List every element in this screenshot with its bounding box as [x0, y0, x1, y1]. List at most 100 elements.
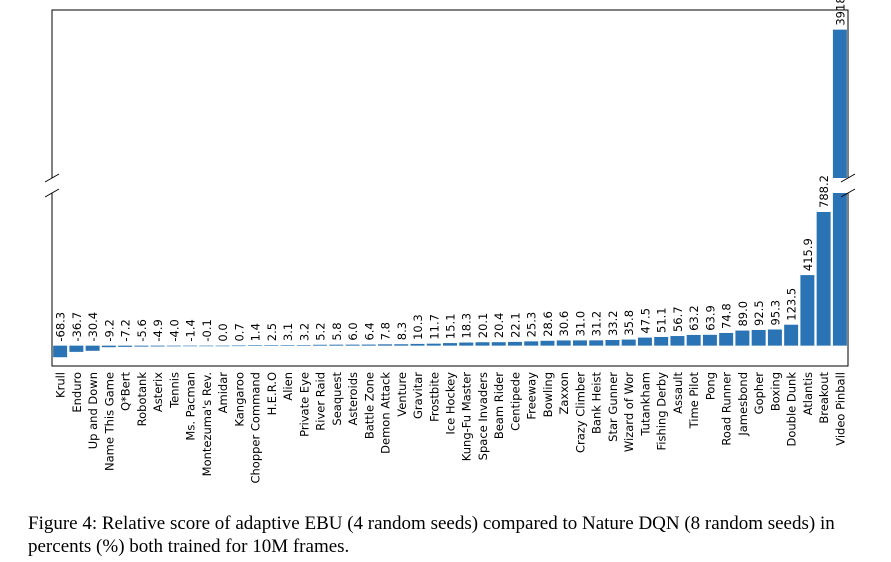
- bar: [475, 342, 490, 346]
- x-tick-label: Tennis: [167, 372, 181, 409]
- value-label: -4.0: [167, 319, 181, 341]
- x-tick-label: Frostbite: [427, 372, 441, 422]
- value-label: -68.3: [54, 312, 68, 342]
- x-tick-label: Asteroids: [346, 372, 360, 425]
- value-label: 123.5: [785, 288, 799, 321]
- x-tick-label: Time Pilot: [687, 372, 701, 430]
- bar: [280, 345, 295, 346]
- x-tick-label: Chopper Command: [249, 372, 263, 484]
- value-label: 63.9: [703, 305, 717, 331]
- x-tick-label: Seaquest: [330, 372, 344, 426]
- bar: [507, 341, 522, 346]
- x-tick-label: Alien: [281, 372, 295, 401]
- bar: [491, 342, 506, 346]
- value-label: 89.0: [736, 301, 750, 327]
- x-tick-label: Montezuma's Rev.: [200, 372, 214, 476]
- x-tick-label: Gopher: [752, 372, 766, 415]
- x-tick-label: Space Invaders: [476, 372, 490, 460]
- value-label: 8.3: [395, 322, 409, 340]
- bar: [735, 330, 750, 346]
- value-label: 51.1: [655, 307, 669, 333]
- x-tick-label: Bowling: [541, 372, 555, 417]
- x-tick-label: Tutankham: [638, 372, 652, 437]
- bar: [313, 344, 328, 346]
- value-label: -0.1: [200, 319, 214, 341]
- bar: [248, 345, 263, 347]
- bar: [589, 340, 604, 346]
- x-tick-label: Pong: [703, 372, 717, 400]
- x-tick-label: Jamesbond: [736, 372, 750, 437]
- x-tick-label: Video Pinball: [833, 372, 847, 446]
- bar: [767, 329, 782, 346]
- bar: [556, 340, 571, 346]
- value-label: -4.9: [151, 319, 165, 341]
- value-label: 0.7: [232, 323, 246, 341]
- x-tick-label: Crazy Climber: [573, 372, 587, 453]
- value-label: 6.4: [362, 322, 376, 340]
- x-tick-label: Enduro: [70, 372, 84, 413]
- bar: [832, 193, 847, 346]
- value-label: 35.8: [622, 310, 636, 336]
- x-tick-label: Private Eye: [297, 372, 311, 437]
- value-label: 33.2: [606, 310, 620, 336]
- bar: [605, 340, 620, 346]
- bar: [621, 339, 636, 346]
- bar: [85, 345, 100, 351]
- value-labels-group: -68.3 -36.7 -30.4 -9.2 -7.2 -5.6 -4.9 -4.0 -1.4-…: [54, 0, 848, 342]
- bar: [231, 345, 246, 347]
- x-tick-label: Centipede: [508, 372, 522, 431]
- bar: [800, 275, 815, 346]
- bar: [394, 344, 409, 346]
- x-tick-label: Zaxxon: [557, 372, 571, 415]
- value-label: 5.8: [330, 322, 344, 340]
- bar: [361, 344, 376, 346]
- value-label: -1.4: [184, 319, 198, 341]
- bar: [101, 345, 116, 348]
- value-label: 2.5: [265, 323, 279, 341]
- break-mark-upper-right: [840, 173, 856, 183]
- x-tick-label: Boxing: [768, 372, 782, 411]
- bar: [443, 343, 457, 346]
- value-label: 15.1: [444, 313, 458, 339]
- x-tick-label: Freeway: [525, 372, 539, 420]
- upper-axes-border: [51, 9, 849, 178]
- x-tick-labels-group: Krull Enduro Up and Down Name This Game Q*Be…: [54, 372, 848, 484]
- caption-text: Figure 4: Relative score of adaptive EBU…: [28, 513, 840, 557]
- axis-break-marks: [44, 173, 856, 198]
- x-tick-label: Beam Rider: [492, 372, 506, 439]
- value-label: -5.6: [135, 319, 149, 341]
- value-label: 92.5: [752, 300, 766, 326]
- bar: [670, 336, 685, 346]
- bar: [702, 334, 717, 346]
- bar: [345, 344, 360, 346]
- value-label: 28.6: [541, 311, 555, 337]
- value-label: 74.8: [720, 303, 734, 329]
- value-label: 1.4: [249, 323, 263, 341]
- bar: [183, 345, 198, 347]
- value-label: 3918.2: [833, 0, 847, 26]
- lower-axes-frame: [51, 193, 849, 367]
- value-label: 7.8: [379, 322, 393, 340]
- x-tick-label: Road Runner: [720, 372, 734, 446]
- x-tick-label: Ms. Pacman: [184, 372, 198, 441]
- value-label: 0.0: [216, 323, 230, 341]
- value-label: 20.4: [492, 313, 506, 339]
- x-tick-label: Bank Heist: [590, 372, 604, 434]
- x-tick-label: Krull: [54, 372, 68, 398]
- break-mark-upper-left: [44, 173, 60, 183]
- bar: [199, 345, 214, 347]
- bar: [296, 345, 311, 346]
- value-label: -36.7: [70, 312, 84, 342]
- bar: [426, 343, 441, 346]
- x-tick-label: Wizard of Wor: [622, 372, 636, 452]
- x-tick-label: Battle Zone: [362, 372, 376, 439]
- bar: [150, 345, 165, 347]
- x-tick-label: Kangaroo: [232, 372, 246, 427]
- value-label: 95.3: [768, 300, 782, 326]
- value-label: 31.0: [573, 311, 587, 337]
- bar: [53, 345, 68, 358]
- bar: [166, 345, 181, 347]
- value-label: 788.2: [817, 175, 831, 208]
- bar-upper-segment: [832, 29, 847, 178]
- x-tick-label: River Raid: [314, 372, 328, 431]
